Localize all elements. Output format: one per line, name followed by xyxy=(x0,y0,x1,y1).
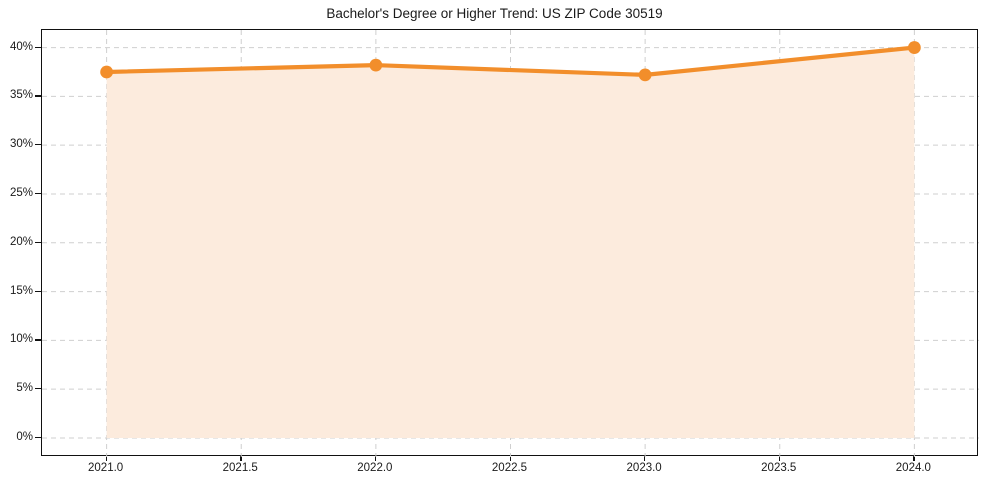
y-axis-labels: 0% 5% 10% 15% 20% 25% 30% 35% 40% xyxy=(0,0,33,490)
plot-area xyxy=(41,29,979,457)
y-tick-label: 10% xyxy=(9,333,33,346)
y-tick-mark xyxy=(35,144,41,146)
x-tick-mark xyxy=(509,456,511,461)
x-tick-label: 2021.0 xyxy=(88,462,124,474)
chart-title: Bachelor's Degree or Higher Trend: US ZI… xyxy=(326,6,663,21)
series-line xyxy=(104,45,917,77)
x-tick-mark xyxy=(913,456,915,461)
y-tick-label: 0% xyxy=(16,430,33,443)
y-tick-mark xyxy=(35,388,41,390)
series-markers xyxy=(100,41,921,82)
y-tick-mark xyxy=(35,241,41,244)
x-tick-label: 2023.0 xyxy=(626,462,662,474)
y-tick-label: 35% xyxy=(9,89,33,102)
x-tick-label: 2024.0 xyxy=(895,462,931,474)
area-fill xyxy=(106,47,915,438)
y-tick-mark xyxy=(35,95,41,97)
x-tick-mark xyxy=(374,456,377,461)
x-tick-mark xyxy=(240,456,242,461)
y-tick-label: 25% xyxy=(9,186,33,199)
y-tick-label: 40% xyxy=(9,40,33,53)
y-tick-label: 5% xyxy=(16,382,33,395)
x-tick-label: 2022.5 xyxy=(491,462,528,474)
y-tick-mark xyxy=(35,339,41,341)
y-tick-mark xyxy=(35,436,41,439)
x-tick-mark xyxy=(778,456,781,461)
y-tick-mark xyxy=(35,46,41,48)
plot-svg xyxy=(42,30,979,457)
x-tick-mark xyxy=(105,456,107,461)
x-tick-mark xyxy=(644,456,646,461)
x-tick-label: 2021.5 xyxy=(222,462,258,474)
y-tick-label: 30% xyxy=(9,138,33,151)
x-tick-label: 2023.5 xyxy=(761,462,797,474)
y-tick-label: 15% xyxy=(9,284,33,297)
y-tick-label: 20% xyxy=(9,235,33,248)
x-tick-label: 2022.0 xyxy=(357,462,393,474)
y-tick-mark xyxy=(35,192,41,195)
y-tick-mark xyxy=(35,290,41,292)
